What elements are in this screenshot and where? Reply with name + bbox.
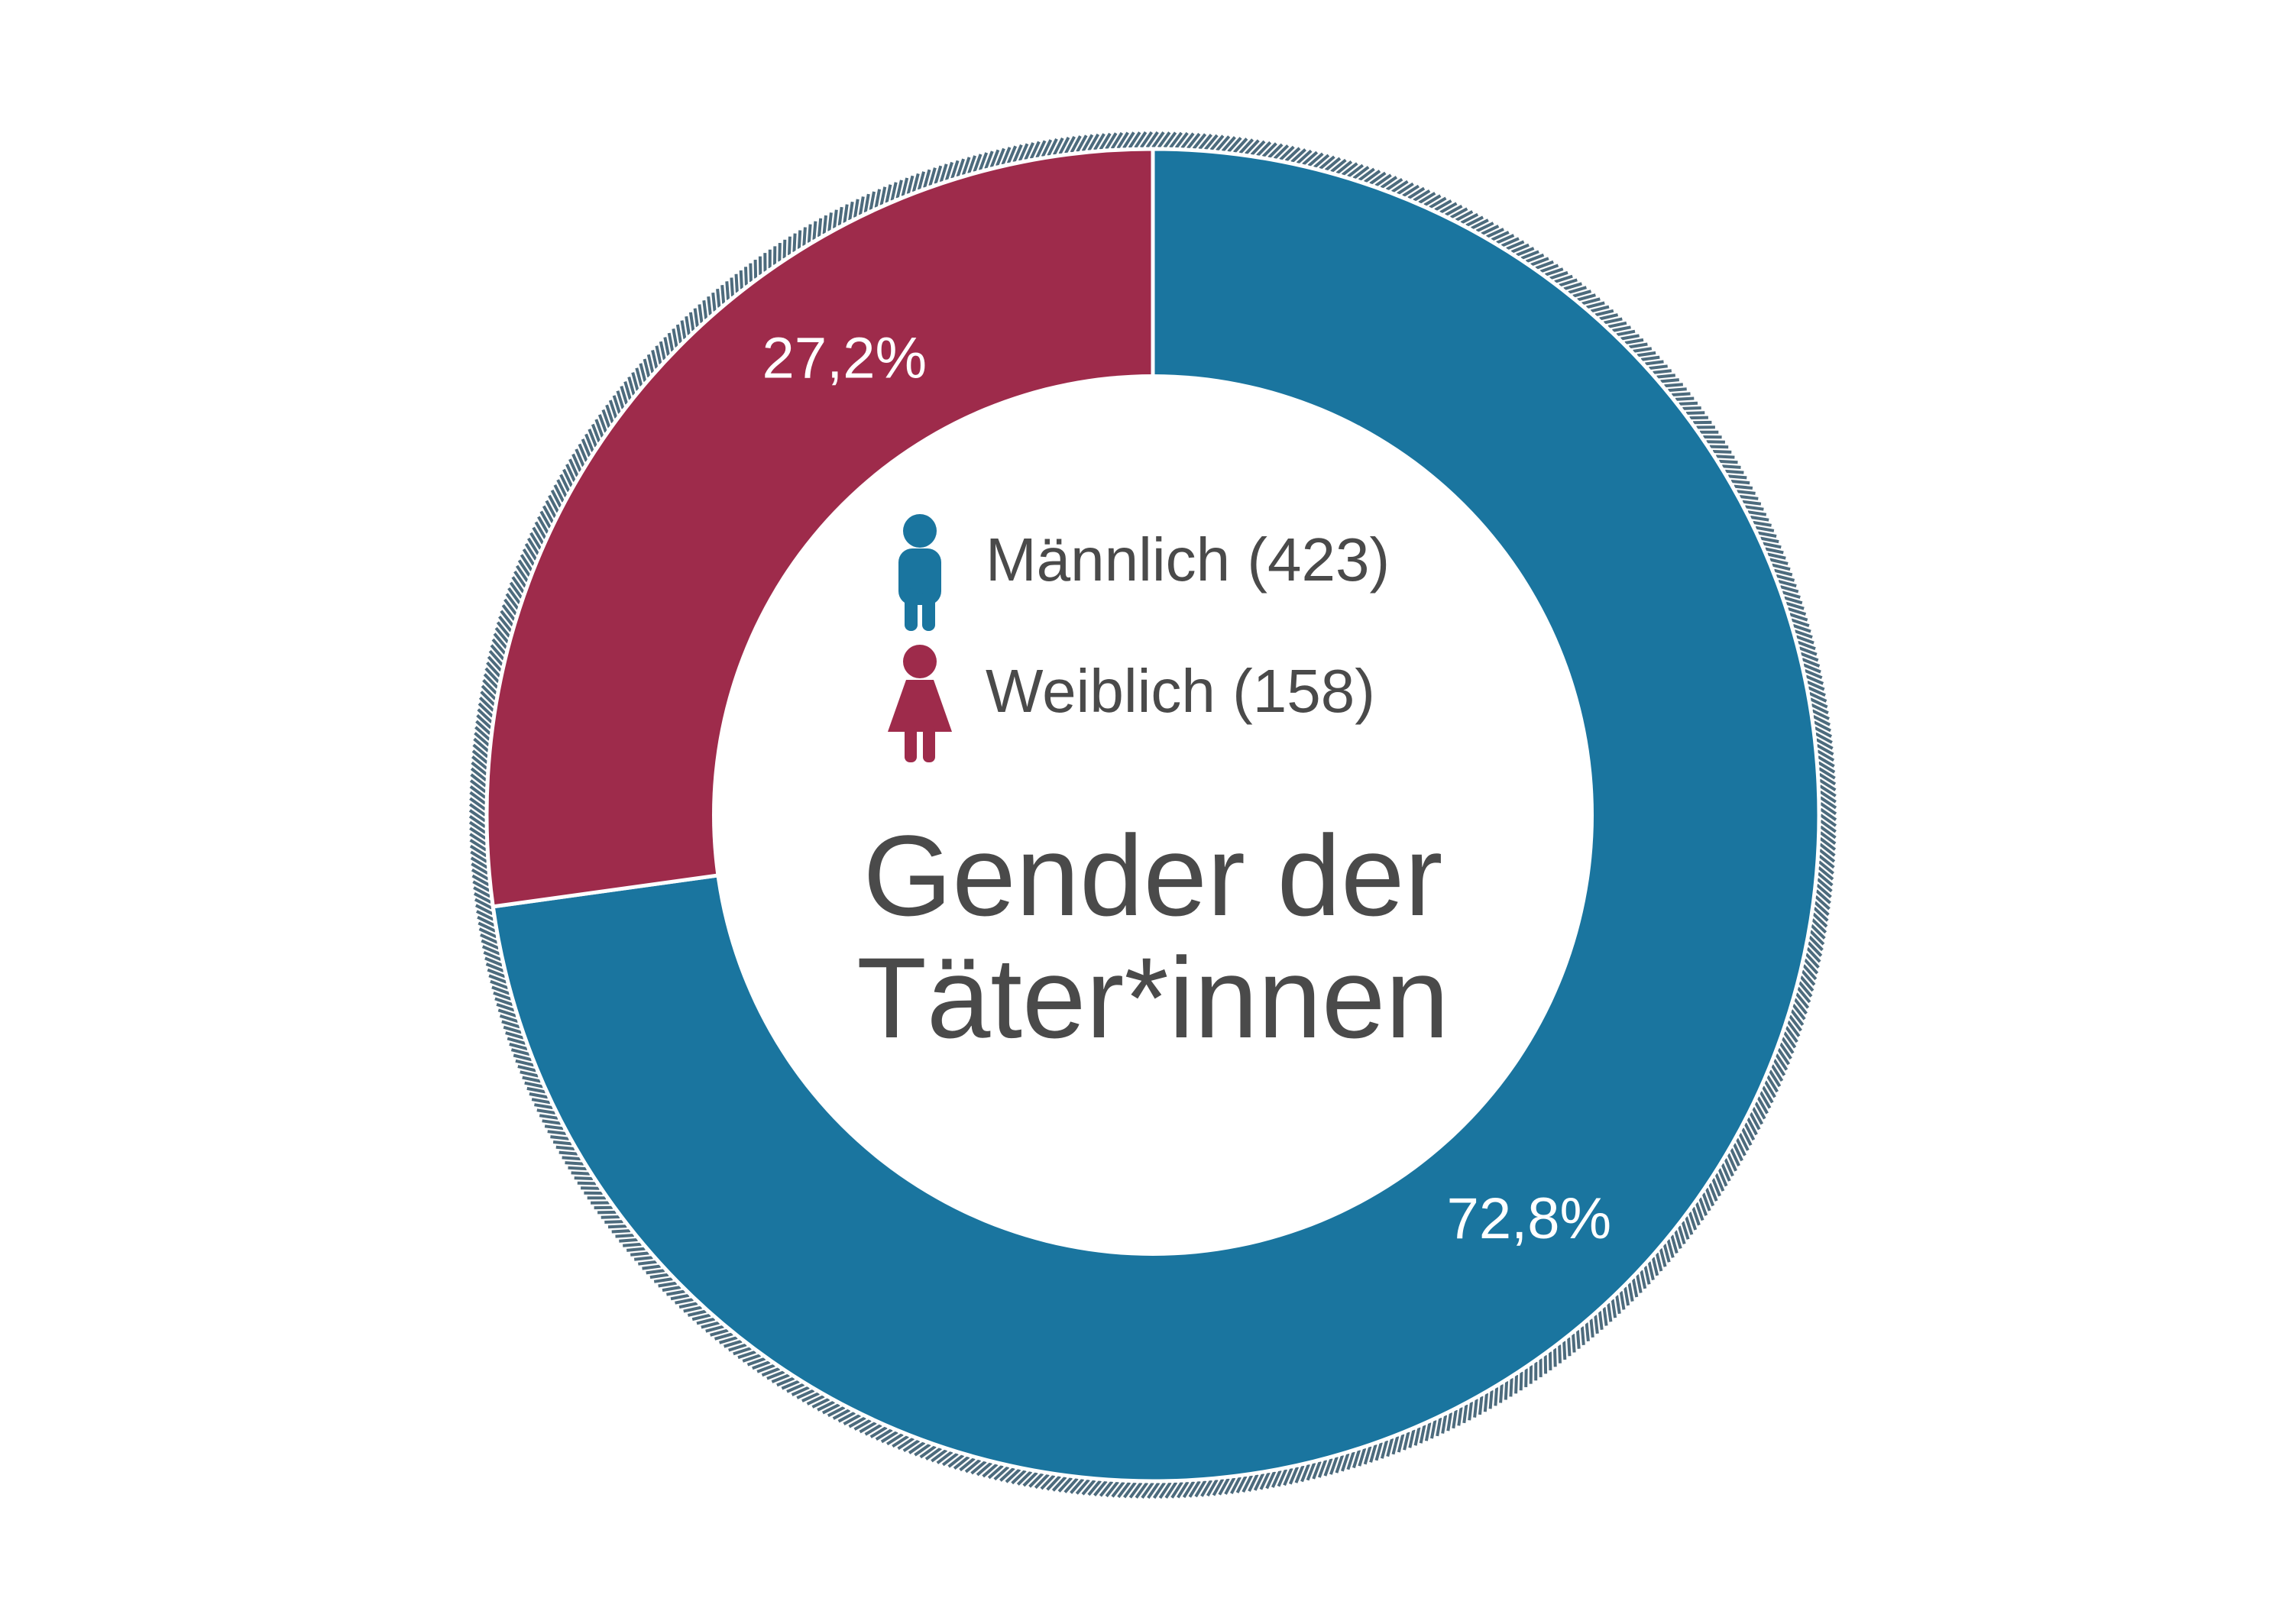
legend: Männlich (423) Weiblich (158) (888, 514, 1390, 762)
hatch-marks (468, 131, 1837, 1499)
female-figure-icon (888, 645, 952, 762)
slice-label-male: 72,8% (1447, 1186, 1612, 1251)
hatched-ring-border (468, 131, 1837, 1499)
chart-title: Gender der Täter*innen (856, 811, 1449, 1062)
chart-title-line-2: Täter*innen (856, 933, 1449, 1062)
slice-label-female: 27,2% (762, 325, 927, 390)
male-figure-icon (898, 514, 941, 631)
legend-label-female: Weiblich (158) (986, 657, 1375, 725)
slice-labels: 72,8% 27,2% (762, 325, 1612, 1251)
legend-label-male: Männlich (423) (986, 526, 1390, 594)
chart-title-line-1: Gender der (863, 811, 1443, 940)
